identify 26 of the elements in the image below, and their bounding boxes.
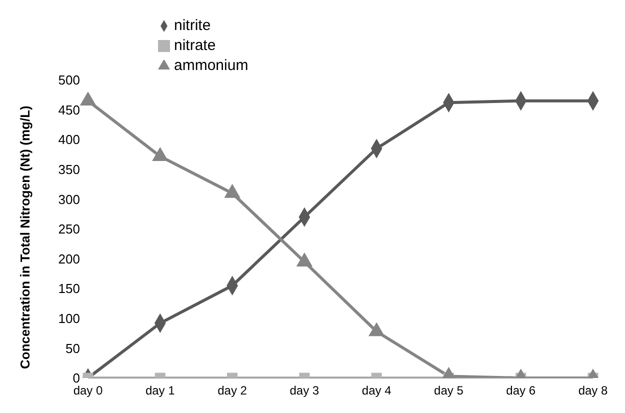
y-tick-label: 450 (58, 102, 80, 118)
legend-label: nitrate (174, 37, 216, 54)
y-tick-label: 300 (58, 192, 80, 207)
y-tick-label: 200 (58, 251, 80, 266)
x-tick-label: day 4 (362, 384, 392, 398)
x-tick-label: day 5 (434, 384, 464, 398)
y-axis-title: Concentration in Total Nitrogen (Nt) (mg/L) (18, 106, 33, 369)
x-tick-label: day 8 (578, 384, 608, 398)
y-tick-label: 350 (58, 162, 80, 178)
point (224, 184, 240, 198)
x-tick-label: day 2 (218, 384, 248, 398)
legend-label: ammonium (174, 57, 248, 74)
x-tick-label: day 1 (145, 384, 176, 398)
x-tick-label: day 3 (290, 384, 320, 398)
y-tick-label: 0 (72, 370, 80, 386)
y-tick-label: 250 (58, 222, 80, 237)
legend-label: nitrite (174, 17, 211, 34)
y-tick-label: 100 (58, 311, 80, 326)
point (368, 322, 384, 336)
x-tick-label: day 6 (506, 384, 536, 398)
y-tick-label: 400 (58, 132, 80, 148)
x-tick-label: day 0 (73, 384, 103, 398)
y-tick-label: 50 (66, 340, 80, 356)
point (296, 252, 312, 266)
y-tick-label: 500 (58, 72, 80, 88)
y-tick-label: 150 (58, 281, 80, 296)
